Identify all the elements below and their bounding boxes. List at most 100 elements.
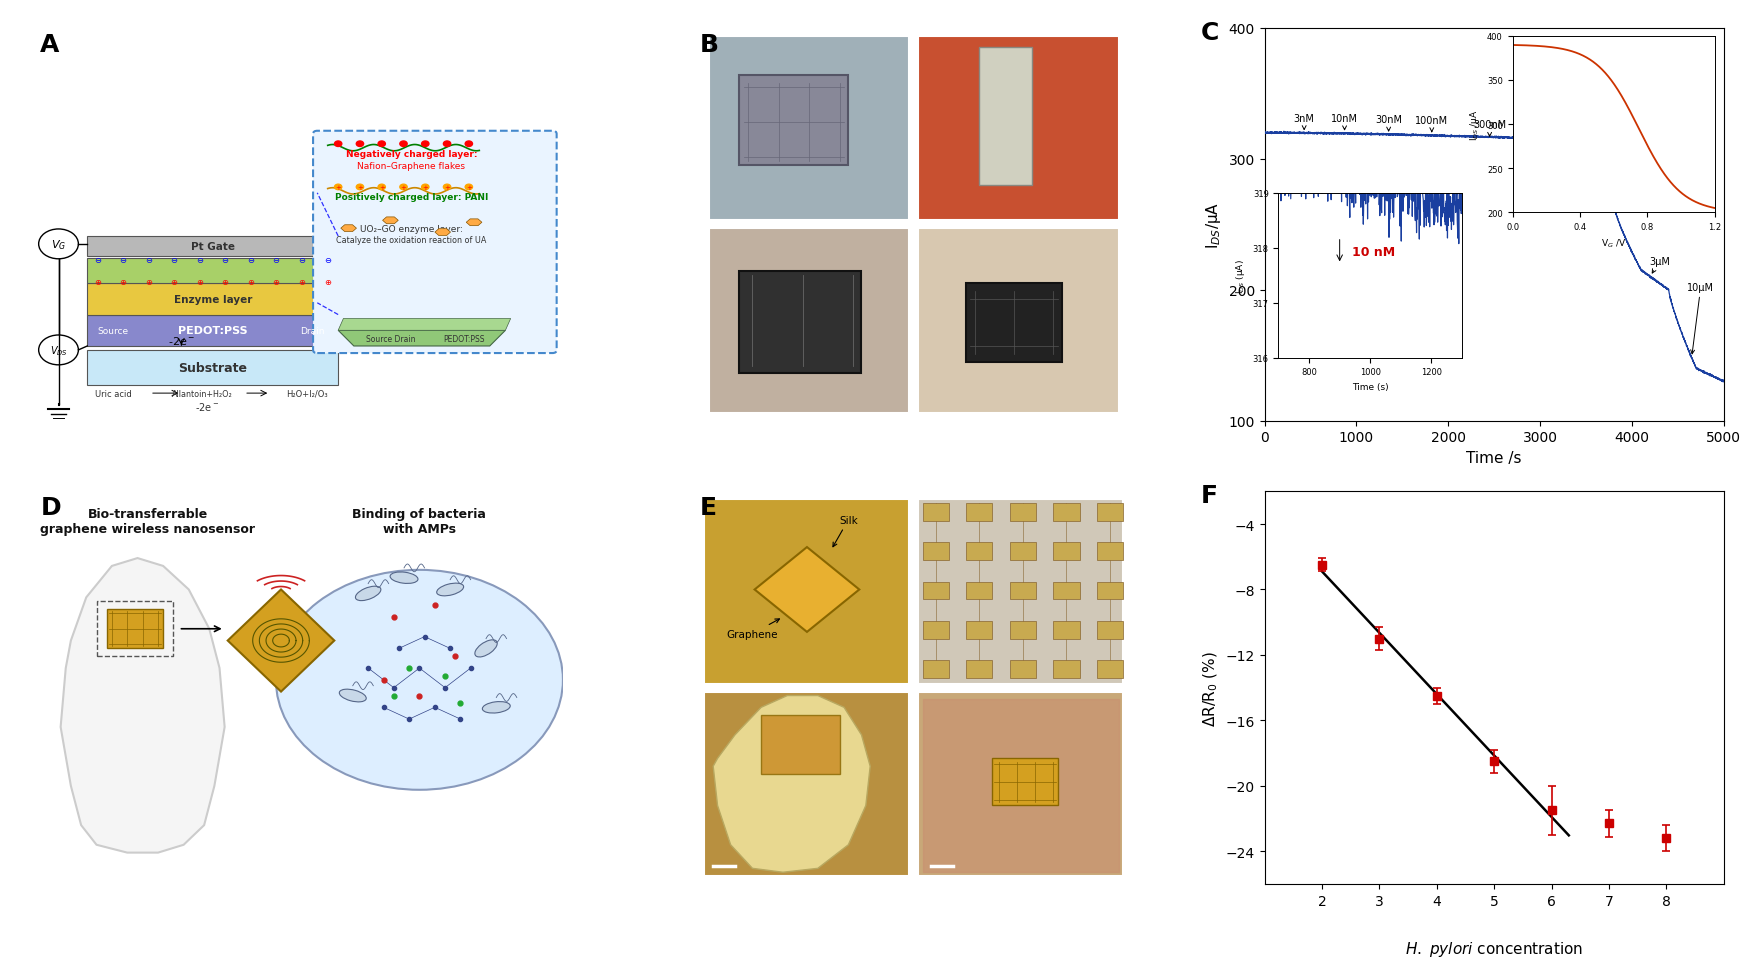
Text: Pt Gate: Pt Gate bbox=[191, 241, 234, 252]
Text: +: + bbox=[336, 185, 341, 190]
Polygon shape bbox=[714, 696, 870, 873]
Text: Nafion–Graphene flakes: Nafion–Graphene flakes bbox=[357, 161, 466, 171]
Circle shape bbox=[378, 142, 385, 147]
Circle shape bbox=[466, 185, 472, 190]
Bar bbox=[88, 351, 338, 386]
Bar bbox=[922, 621, 948, 639]
Circle shape bbox=[466, 142, 472, 147]
Text: $\it{H.\ pylori}$ concentration: $\it{H.\ pylori}$ concentration bbox=[1405, 939, 1584, 958]
Text: +: + bbox=[422, 185, 429, 190]
Circle shape bbox=[38, 230, 79, 259]
Text: 100nM: 100nM bbox=[1416, 116, 1449, 133]
Text: +: + bbox=[444, 185, 450, 190]
Bar bbox=[966, 660, 992, 678]
Circle shape bbox=[399, 185, 408, 190]
Text: $V_G$: $V_G$ bbox=[51, 237, 66, 252]
Text: $\ominus$: $\ominus$ bbox=[119, 256, 128, 265]
Polygon shape bbox=[383, 218, 399, 225]
Bar bbox=[992, 758, 1057, 805]
Text: $\oplus$: $\oplus$ bbox=[170, 278, 178, 286]
Text: 30nM: 30nM bbox=[1376, 115, 1402, 132]
Text: Allantoin+H₂O₂: Allantoin+H₂O₂ bbox=[172, 389, 233, 398]
Text: Bio-transferrable
graphene wireless nanosensor: Bio-transferrable graphene wireless nano… bbox=[40, 507, 256, 535]
Bar bbox=[88, 236, 338, 257]
FancyBboxPatch shape bbox=[313, 132, 556, 354]
Text: $\ominus$: $\ominus$ bbox=[93, 256, 102, 265]
Text: Uric acid: Uric acid bbox=[94, 389, 131, 398]
Text: H₂O+I₂/O₃: H₂O+I₂/O₃ bbox=[285, 389, 327, 398]
Text: $\ominus$: $\ominus$ bbox=[298, 256, 306, 265]
Text: $\ominus$: $\ominus$ bbox=[273, 256, 280, 265]
Text: +: + bbox=[466, 185, 472, 190]
Text: 3nM: 3nM bbox=[1293, 113, 1314, 131]
Circle shape bbox=[334, 185, 341, 190]
Text: Catalyze the oxidation reaction of UA: Catalyze the oxidation reaction of UA bbox=[336, 236, 486, 245]
Text: B: B bbox=[700, 33, 719, 57]
Text: -2e$^-$: -2e$^-$ bbox=[196, 401, 219, 412]
Bar bbox=[919, 500, 1124, 684]
Bar bbox=[88, 283, 338, 315]
Text: +: + bbox=[378, 185, 385, 190]
Bar bbox=[1054, 660, 1080, 678]
Bar bbox=[1054, 621, 1080, 639]
Text: D: D bbox=[40, 496, 61, 520]
Bar bbox=[1054, 543, 1080, 560]
FancyBboxPatch shape bbox=[966, 283, 1062, 362]
Text: PEDOT:PSS: PEDOT:PSS bbox=[178, 326, 247, 336]
Bar bbox=[705, 500, 910, 684]
Text: $\ominus$: $\ominus$ bbox=[247, 256, 255, 265]
Ellipse shape bbox=[390, 573, 418, 584]
Text: $\oplus$: $\oplus$ bbox=[273, 278, 280, 286]
Text: +: + bbox=[357, 185, 362, 190]
Text: A: A bbox=[40, 33, 60, 57]
Text: PEDOT:PSS: PEDOT:PSS bbox=[443, 334, 485, 343]
Bar bbox=[922, 582, 948, 600]
Bar bbox=[1097, 504, 1124, 521]
Polygon shape bbox=[434, 230, 450, 236]
Text: $\oplus$: $\oplus$ bbox=[298, 278, 306, 286]
Bar bbox=[1010, 582, 1036, 600]
Bar bbox=[966, 582, 992, 600]
Ellipse shape bbox=[438, 583, 464, 596]
Text: $\ominus$: $\ominus$ bbox=[170, 256, 178, 265]
Bar bbox=[1010, 660, 1036, 678]
Text: UO₂–GO enzyme layer:: UO₂–GO enzyme layer: bbox=[360, 225, 462, 234]
Bar bbox=[1097, 660, 1124, 678]
Text: $V_{DS}$: $V_{DS}$ bbox=[49, 344, 68, 357]
FancyBboxPatch shape bbox=[738, 76, 849, 166]
Text: 3μM: 3μM bbox=[1648, 257, 1670, 274]
Ellipse shape bbox=[483, 702, 511, 713]
Text: $\oplus$: $\oplus$ bbox=[119, 278, 128, 286]
Bar bbox=[1054, 504, 1080, 521]
Bar bbox=[966, 621, 992, 639]
Bar bbox=[1097, 543, 1124, 560]
X-axis label: Time /s: Time /s bbox=[1466, 451, 1522, 465]
Text: Source: Source bbox=[98, 327, 130, 335]
Circle shape bbox=[378, 185, 385, 190]
Text: 10μM: 10μM bbox=[1687, 283, 1715, 355]
Polygon shape bbox=[466, 220, 481, 227]
Text: $\oplus$: $\oplus$ bbox=[247, 278, 255, 286]
Polygon shape bbox=[338, 319, 511, 331]
Polygon shape bbox=[338, 331, 506, 347]
Text: -2e$^-$: -2e$^-$ bbox=[168, 334, 194, 347]
Ellipse shape bbox=[340, 689, 366, 702]
Bar bbox=[1010, 504, 1036, 521]
Bar bbox=[107, 609, 163, 649]
Circle shape bbox=[357, 185, 364, 190]
Text: 1μM: 1μM bbox=[1573, 164, 1594, 175]
Text: $\ominus$: $\ominus$ bbox=[324, 256, 332, 265]
Circle shape bbox=[38, 335, 79, 365]
Bar bbox=[922, 504, 948, 521]
Ellipse shape bbox=[474, 640, 497, 657]
Circle shape bbox=[334, 142, 341, 147]
Polygon shape bbox=[228, 590, 334, 692]
Text: $\oplus$: $\oplus$ bbox=[93, 278, 102, 286]
Circle shape bbox=[276, 570, 564, 790]
Bar bbox=[919, 37, 1118, 221]
Bar bbox=[88, 315, 338, 347]
FancyBboxPatch shape bbox=[738, 272, 861, 374]
Polygon shape bbox=[61, 558, 224, 852]
Text: Binding of bacteria
with AMPs: Binding of bacteria with AMPs bbox=[352, 507, 486, 535]
Bar bbox=[1010, 621, 1036, 639]
